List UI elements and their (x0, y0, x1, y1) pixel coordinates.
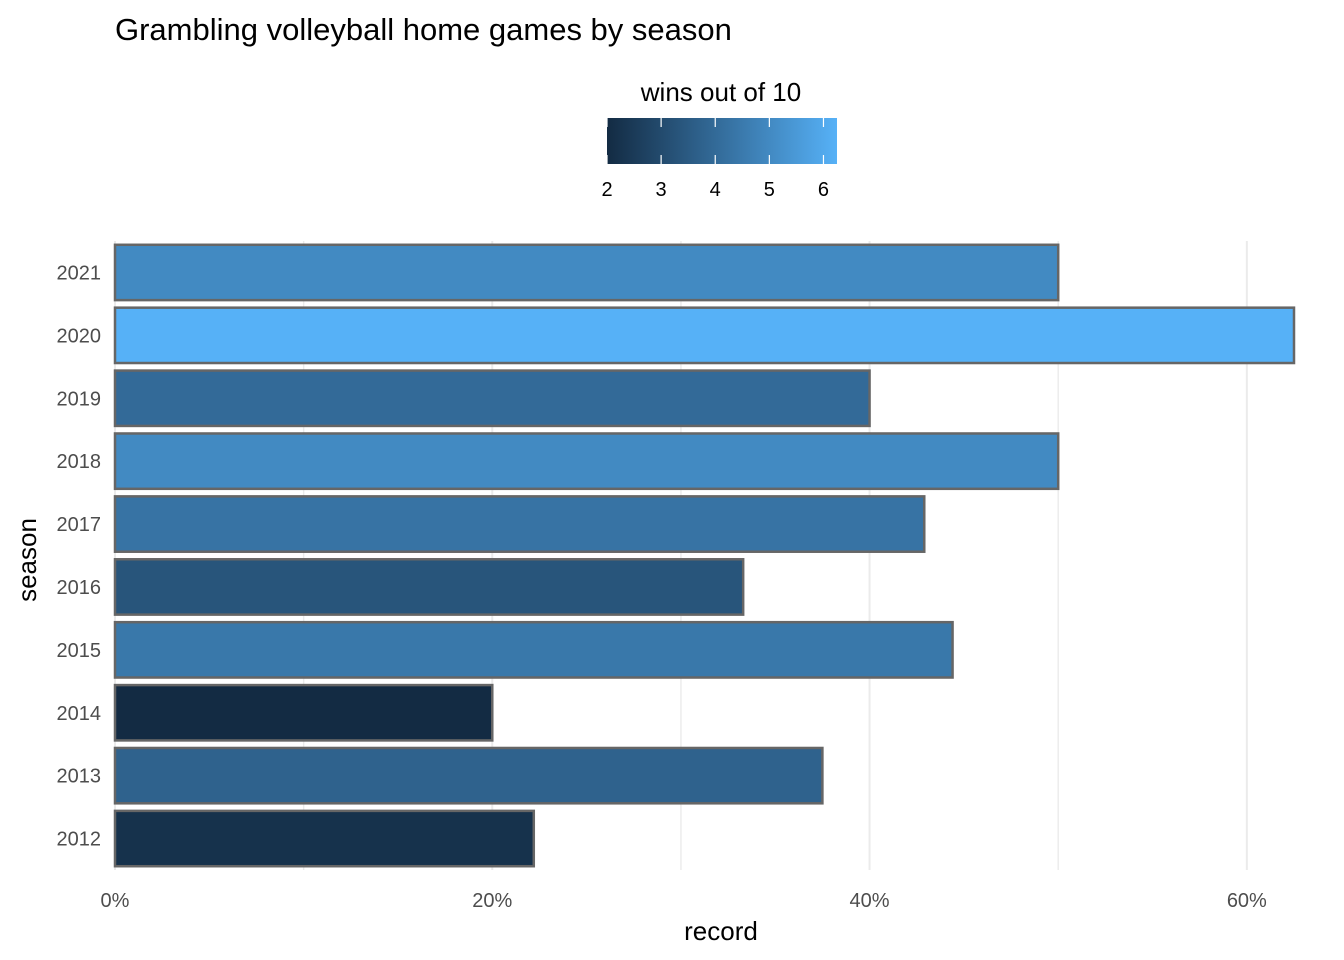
x-axis-ticks: 0% 20% 40% 60% (101, 890, 1268, 912)
chart-title: Grambling volleyball home games by seaso… (115, 12, 732, 47)
x-tick-label: 60% (1227, 890, 1267, 912)
bar-2015 (113, 620, 954, 679)
bars (113, 243, 1296, 868)
legend-tick-label: 4 (710, 179, 721, 201)
y-tick-label: 2015 (57, 640, 102, 662)
y-tick-label: 2012 (57, 829, 102, 851)
bar-2012 (113, 809, 536, 868)
bar-2016 (113, 558, 745, 616)
bar-2014 (113, 683, 494, 742)
bar-2017 (113, 495, 926, 553)
x-tick-label: 40% (850, 890, 890, 912)
bar-2018 (113, 432, 1060, 491)
y-tick-label: 2013 (57, 766, 102, 788)
x-axis-label: record (684, 916, 758, 946)
bar-2019 (113, 369, 871, 428)
y-tick-label: 2019 (57, 388, 102, 410)
legend-title: wins out of 10 (640, 77, 801, 107)
y-tick-label: 2014 (57, 703, 102, 725)
legend-tick-label: 6 (818, 179, 829, 201)
legend-tick-label: 2 (601, 179, 612, 201)
legend: wins out of 10 2 3 4 5 6 (601, 77, 837, 201)
y-axis-label: season (12, 518, 42, 602)
y-tick-label: 2020 (57, 325, 102, 347)
bar-2020 (113, 306, 1296, 365)
legend-ticks: 2 3 4 5 6 (601, 118, 829, 201)
y-tick-label: 2017 (57, 514, 102, 536)
legend-colorbar (607, 118, 837, 164)
y-axis-ticks: 2012 2013 2014 2015 2016 2017 2018 2019 2020 2021 (57, 262, 102, 850)
x-tick-label: 20% (472, 890, 512, 912)
y-tick-label: 2018 (57, 451, 102, 473)
y-tick-label: 2016 (57, 577, 102, 599)
legend-tick-label: 5 (764, 179, 775, 201)
bar-2013 (113, 746, 824, 805)
y-tick-label: 2021 (57, 262, 102, 284)
bar-2021 (113, 243, 1060, 302)
x-tick-label: 0% (101, 890, 130, 912)
legend-tick-label: 3 (656, 179, 667, 201)
